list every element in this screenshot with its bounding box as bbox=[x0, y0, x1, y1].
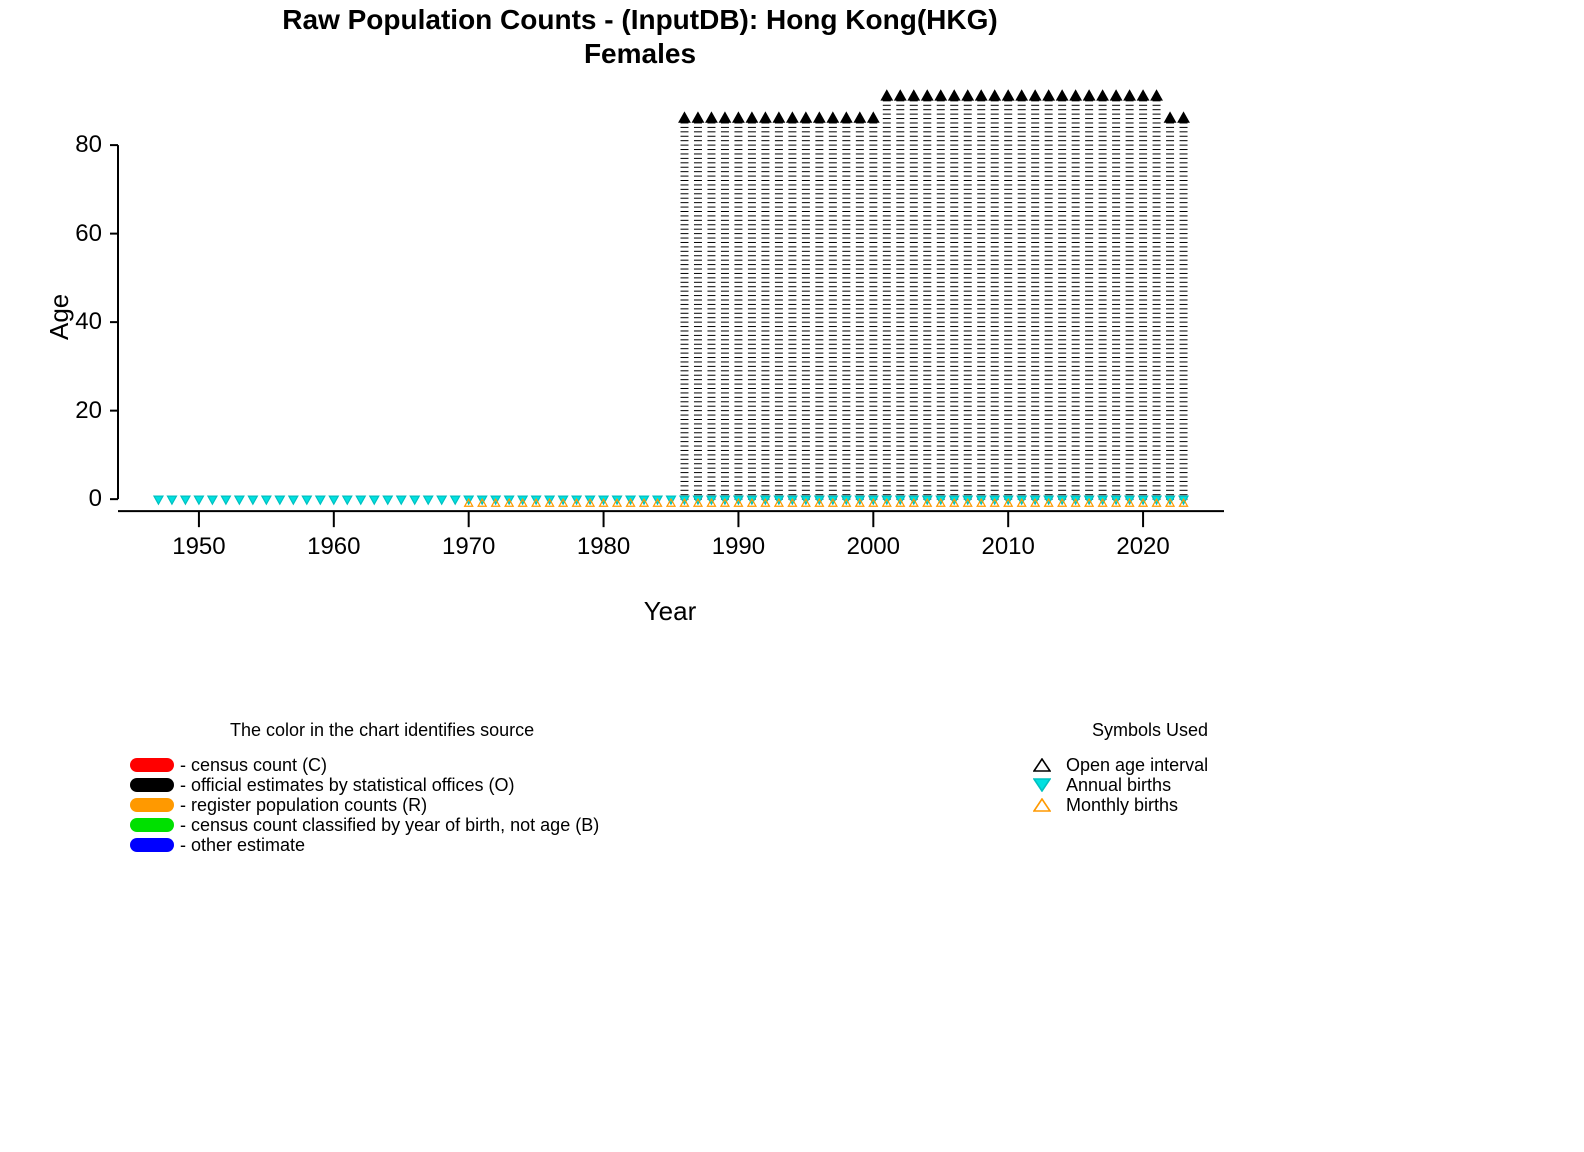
x-tick: 1980 bbox=[574, 533, 634, 561]
legend-color-label: - official estimates by statistical offi… bbox=[180, 775, 514, 796]
y-tick: 40 bbox=[62, 308, 102, 336]
legend-swatch bbox=[130, 838, 174, 852]
chart-title-line1: Raw Population Counts - (InputDB): Hong … bbox=[0, 4, 1280, 36]
legend-color-row: - census count classified by year of bir… bbox=[130, 815, 599, 835]
legend-colors-title: The color in the chart identifies source bbox=[230, 720, 599, 741]
legend-swatch bbox=[130, 818, 174, 832]
y-tick: 60 bbox=[62, 220, 102, 248]
legend-color-row: - census count (C) bbox=[130, 755, 599, 775]
legend-color-row: - register population counts (R) bbox=[130, 795, 599, 815]
legend-symbol-row: Open age interval bbox=[1030, 755, 1270, 775]
legend-symbol-icon bbox=[1030, 758, 1054, 772]
x-tick: 1960 bbox=[304, 533, 364, 561]
legend-swatch bbox=[130, 758, 174, 772]
plot-area bbox=[98, 72, 1244, 528]
legend-symbol-icon bbox=[1030, 778, 1054, 792]
legend-symbol-row: Monthly births bbox=[1030, 795, 1270, 815]
legend-color-label: - census count (C) bbox=[180, 755, 327, 776]
x-tick: 2010 bbox=[978, 533, 1038, 561]
legend-symbol-row: Annual births bbox=[1030, 775, 1270, 795]
legend-symbol-label: Annual births bbox=[1066, 775, 1171, 796]
legend-color-row: - other estimate bbox=[130, 835, 599, 855]
x-tick: 1950 bbox=[169, 533, 229, 561]
y-tick: 80 bbox=[62, 131, 102, 159]
legend-color-label: - other estimate bbox=[180, 835, 305, 856]
legend-colors: The color in the chart identifies source… bbox=[130, 720, 599, 855]
x-tick: 2000 bbox=[843, 533, 903, 561]
x-tick: 2020 bbox=[1113, 533, 1173, 561]
chart-title-line2: Females bbox=[0, 38, 1280, 70]
legend-color-row: - official estimates by statistical offi… bbox=[130, 775, 599, 795]
legend-symbol-label: Monthly births bbox=[1066, 795, 1178, 816]
legend-swatch bbox=[130, 778, 174, 792]
legend-symbols: Symbols Used Open age intervalAnnual bir… bbox=[1030, 720, 1270, 815]
legend-symbol-icon bbox=[1030, 798, 1054, 812]
legend-swatch bbox=[130, 798, 174, 812]
y-tick: 0 bbox=[62, 485, 102, 513]
legend-color-label: - census count classified by year of bir… bbox=[180, 815, 599, 836]
legend-color-label: - register population counts (R) bbox=[180, 795, 427, 816]
chart-title-block: Raw Population Counts - (InputDB): Hong … bbox=[0, 0, 1280, 70]
x-axis-label: Year bbox=[600, 596, 740, 627]
legend-symbols-title: Symbols Used bbox=[1030, 720, 1270, 741]
y-tick: 20 bbox=[62, 397, 102, 425]
legend-symbol-label: Open age interval bbox=[1066, 755, 1208, 776]
x-tick: 1990 bbox=[708, 533, 768, 561]
x-tick: 1970 bbox=[439, 533, 499, 561]
